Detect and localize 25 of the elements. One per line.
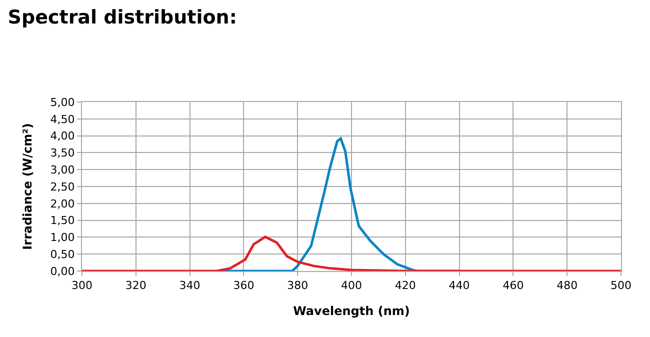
y-tick-label: 2,00 <box>50 197 75 210</box>
x-axis-title: Wavelength (nm) <box>293 304 410 318</box>
x-tick-label: 360 <box>233 279 254 292</box>
x-tick-label: 320 <box>125 279 146 292</box>
y-tick-label: 2,50 <box>50 180 75 194</box>
x-tick-label: 380 <box>287 279 308 292</box>
x-tick-label: 300 <box>72 279 92 292</box>
x-tick-label: 340 <box>179 279 200 292</box>
y-tick-label: 1,00 <box>50 231 75 244</box>
x-tick-label: 480 <box>556 279 578 292</box>
y-tick-label: 3,00 <box>50 163 75 176</box>
y-tick-label: 0,00 <box>50 264 75 278</box>
y-tick-label: 4,00 <box>50 130 75 143</box>
x-tick-label: 440 <box>448 279 470 292</box>
y-tick-label: 5,00 <box>50 96 75 109</box>
y-tick-label: 3,50 <box>50 146 75 160</box>
x-tick-label: 420 <box>394 279 416 292</box>
chart-title: Spectral distribution: <box>8 6 237 28</box>
x-tick-label: 400 <box>341 279 362 292</box>
y-tick-label: 0,50 <box>50 248 75 261</box>
x-tick-label: 500 <box>610 279 632 292</box>
x-tick-label: 460 <box>502 279 524 292</box>
y-axis-title: Irradiance (W/cm²) <box>20 123 35 250</box>
y-tick-label: 1,50 <box>50 214 75 228</box>
y-tick-label: 4,50 <box>50 112 75 126</box>
